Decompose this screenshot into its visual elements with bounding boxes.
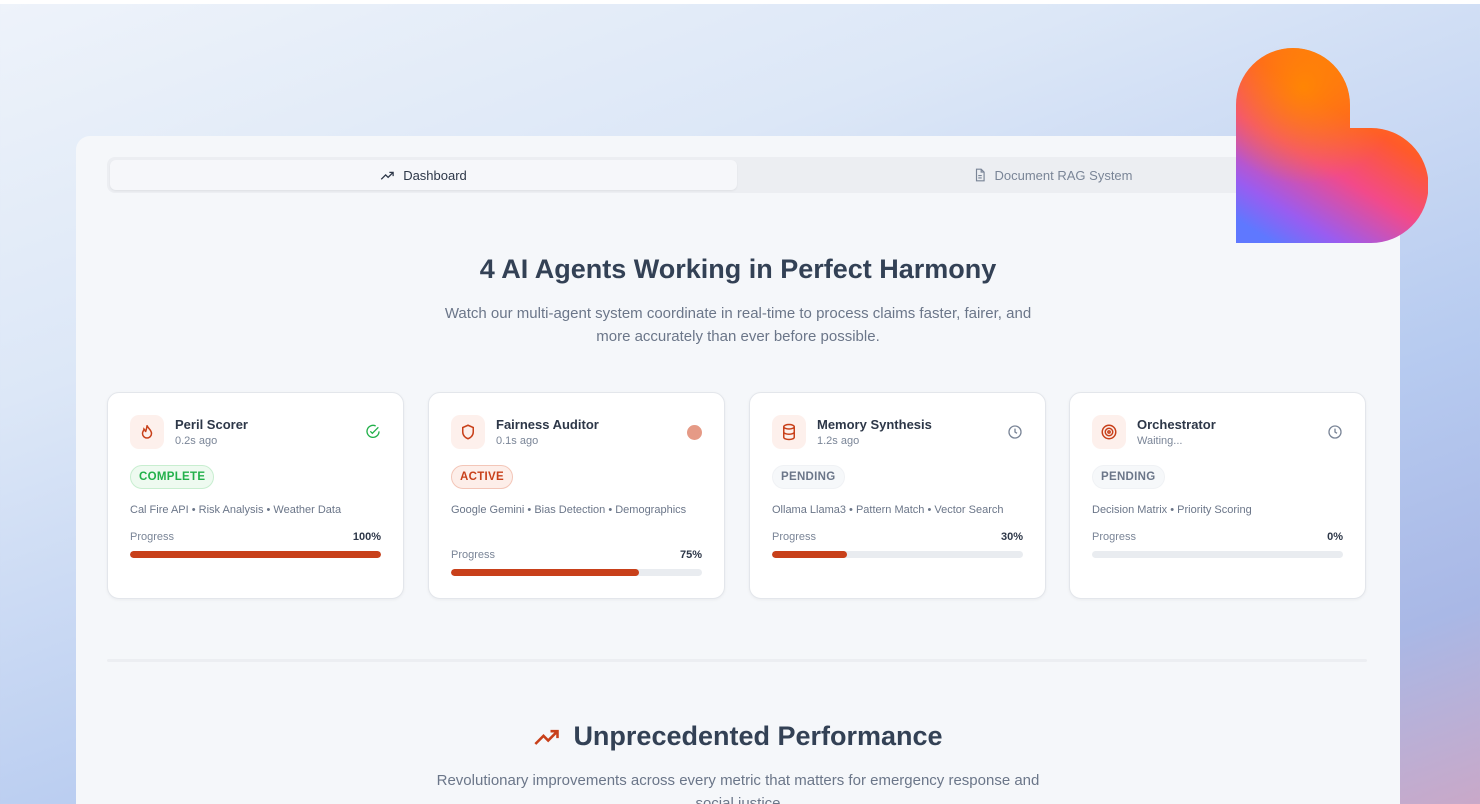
check-circle-icon <box>365 424 381 440</box>
target-icon <box>1092 415 1126 449</box>
status-badge: PENDING <box>772 465 845 489</box>
main-panel: Dashboard Document RAG System 4 AI Agent… <box>76 136 1400 804</box>
agent-card-peril-scorer[interactable]: Peril Scorer 0.2s ago COMPLETE Cal Fire … <box>107 392 404 599</box>
progress-bar <box>772 551 1023 558</box>
progress-fill <box>130 551 381 558</box>
progress-row: Progress 30% <box>772 531 1023 543</box>
section-divider <box>107 659 1367 662</box>
hero-title: 4 AI Agents Working in Perfect Harmony <box>479 254 997 284</box>
flame-icon <box>130 415 164 449</box>
database-icon <box>772 415 806 449</box>
tab-document-rag[interactable]: Document RAG System <box>737 160 1368 190</box>
progress-label: Progress <box>130 531 175 543</box>
tab-label: Document RAG System <box>994 167 1133 183</box>
performance-title-text: Unprecedented Performance <box>573 721 943 751</box>
progress-value: 0% <box>1327 531 1343 543</box>
agent-time: Waiting... <box>1137 435 1183 447</box>
progress-value: 75% <box>679 549 702 561</box>
progress-bar <box>1092 551 1343 558</box>
agent-name: Orchestrator <box>1137 417 1216 432</box>
agent-time: 0.2s ago <box>175 435 218 447</box>
status-badge: PENDING <box>1092 465 1165 489</box>
agent-card-memory-synthesis[interactable]: Memory Synthesis 1.2s ago PENDING Ollama… <box>749 392 1046 599</box>
clock-icon <box>1007 424 1023 440</box>
agent-name: Peril Scorer <box>175 417 248 432</box>
performance-subtitle: Revolutionary improvements across every … <box>436 772 1040 804</box>
trending-up-icon <box>534 729 560 745</box>
tab-label: Dashboard <box>403 167 467 183</box>
agent-tags: Cal Fire API • Risk Analysis • Weather D… <box>130 504 342 516</box>
progress-value: 30% <box>1000 531 1023 543</box>
progress-bar <box>451 569 702 576</box>
agent-name: Memory Synthesis <box>817 417 932 432</box>
active-dot-icon <box>686 424 702 440</box>
progress-row: Progress 75% <box>451 549 702 561</box>
agent-name: Fairness Auditor <box>496 417 599 432</box>
tab-bar: Dashboard Document RAG System <box>107 157 1371 193</box>
hero-subtitle: Watch our multi-agent system coordinate … <box>444 305 1032 345</box>
progress-bar <box>130 551 381 558</box>
status-badge: ACTIVE <box>451 465 513 489</box>
shield-icon <box>451 415 485 449</box>
progress-label: Progress <box>1092 531 1137 543</box>
agent-tags: Google Gemini • Bias Detection • Demogra… <box>451 504 687 516</box>
status-badge: COMPLETE <box>130 465 215 489</box>
progress-row: Progress 100% <box>130 531 381 543</box>
progress-fill <box>451 569 640 576</box>
clock-icon <box>1327 424 1343 440</box>
agent-card-fairness-auditor[interactable]: Fairness Auditor 0.1s ago ACTIVE Google … <box>428 392 725 599</box>
tab-dashboard[interactable]: Dashboard <box>110 160 737 190</box>
agent-tags: Decision Matrix • Priority Scoring <box>1092 504 1252 516</box>
document-icon <box>975 168 985 182</box>
agent-card-orchestrator[interactable]: Orchestrator Waiting... PENDING Decision… <box>1069 392 1366 599</box>
top-strip <box>0 0 1480 4</box>
trending-up-icon <box>380 171 394 180</box>
progress-value: 100% <box>352 531 381 543</box>
progress-fill <box>772 551 848 558</box>
agent-time: 1.2s ago <box>817 435 860 447</box>
agent-time: 0.1s ago <box>496 435 539 447</box>
agent-tags: Ollama Llama3 • Pattern Match • Vector S… <box>772 504 1004 516</box>
progress-label: Progress <box>772 531 817 543</box>
progress-row: Progress 0% <box>1092 531 1343 543</box>
progress-label: Progress <box>451 549 496 561</box>
performance-title: Unprecedented Performance <box>76 721 1400 752</box>
heart-logo-icon <box>1236 48 1428 243</box>
